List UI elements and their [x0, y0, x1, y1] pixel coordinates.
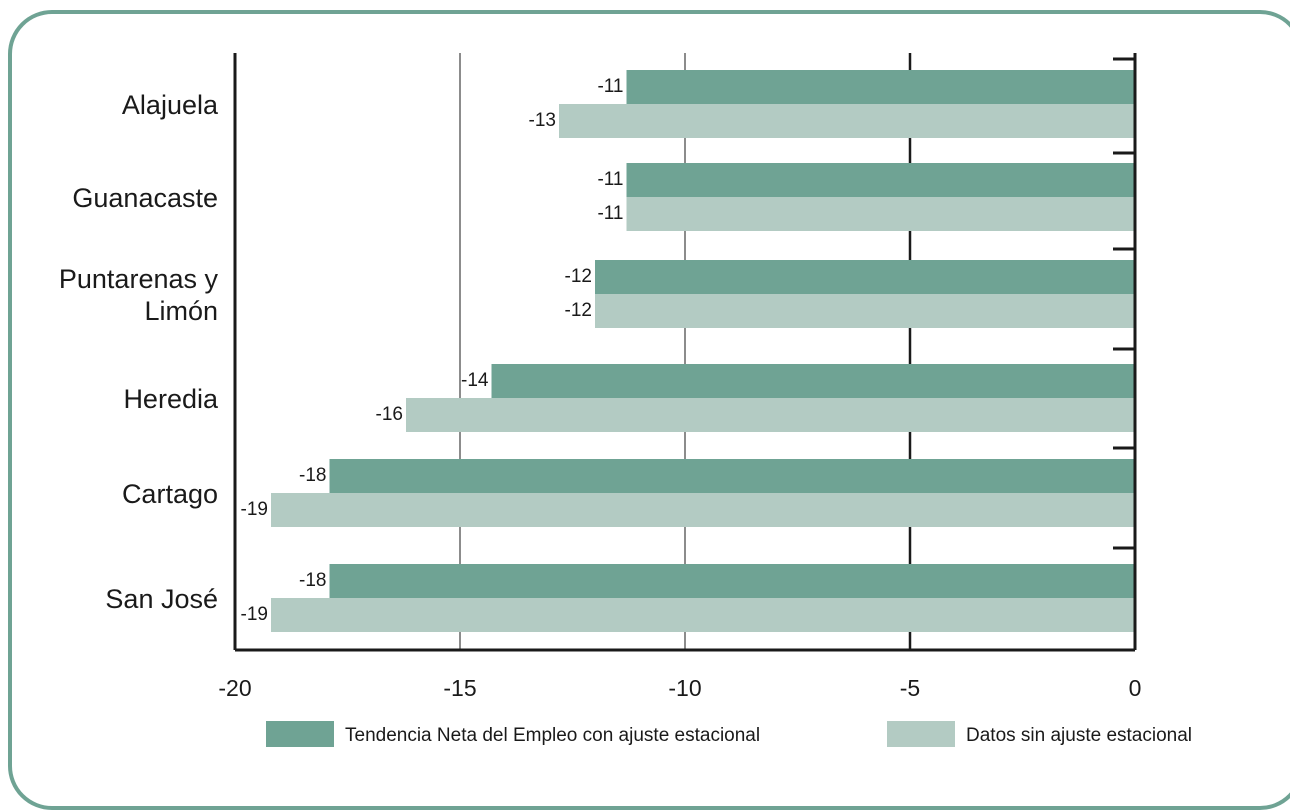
bar-unadjusted: [626, 197, 1135, 231]
category-label: Guanacaste: [72, 183, 218, 213]
x-tick-label: 0: [1129, 675, 1142, 701]
bar-unadjusted: [595, 294, 1135, 328]
data-label: -11: [597, 169, 623, 190]
x-tick-label: -10: [668, 675, 701, 701]
category-label: Cartago: [122, 479, 218, 509]
x-tick-label: -20: [218, 675, 251, 701]
legend: Tendencia Neta del Empleo con ajuste est…: [266, 721, 1192, 747]
bar-chart: -11 -11 -12 -14 -18 -18 -13 -11 -12 -16 -19 -19 -20 -…: [59, 53, 1192, 747]
category-label: Heredia: [123, 384, 219, 414]
data-label: -16: [376, 404, 403, 425]
bar-unadjusted: [559, 104, 1135, 138]
data-label: -12: [565, 266, 592, 287]
bar-adjusted: [329, 564, 1135, 598]
bar-adjusted: [491, 364, 1135, 398]
x-tick-label: -5: [900, 675, 920, 701]
data-label: -13: [529, 110, 556, 131]
grid-lines: [459, 53, 912, 650]
data-label: -19: [241, 604, 268, 625]
legend-swatch: [266, 721, 334, 747]
category-label: San José: [105, 584, 218, 614]
bar-unadjusted: [271, 598, 1135, 632]
data-label: -11: [597, 203, 623, 224]
data-label: -11: [597, 76, 623, 97]
bar-adjusted: [626, 70, 1135, 104]
bar-adjusted: [626, 163, 1135, 197]
labels: -11 -11 -12 -14 -18 -18 -13 -11 -12 -16 -19 -19 -20 -…: [59, 76, 1142, 701]
bar-unadjusted: [271, 493, 1135, 527]
legend-label: Datos sin ajuste estacional: [966, 725, 1192, 746]
bar-adjusted: [595, 260, 1135, 294]
category-label: Limón: [144, 296, 218, 326]
category-label: Puntarenas y: [59, 264, 219, 294]
data-label: -18: [299, 465, 326, 486]
data-label: -12: [565, 300, 592, 321]
category-label: Alajuela: [122, 90, 219, 120]
bars: [271, 70, 1135, 632]
data-label: -14: [461, 370, 489, 391]
bar-unadjusted: [406, 398, 1135, 432]
data-label: -18: [299, 570, 326, 591]
axes: [233, 53, 1137, 652]
legend-swatch: [887, 721, 955, 747]
legend-label: Tendencia Neta del Empleo con ajuste est…: [345, 725, 760, 746]
bar-adjusted: [329, 459, 1135, 493]
x-tick-label: -15: [443, 675, 476, 701]
data-label: -19: [241, 499, 268, 520]
